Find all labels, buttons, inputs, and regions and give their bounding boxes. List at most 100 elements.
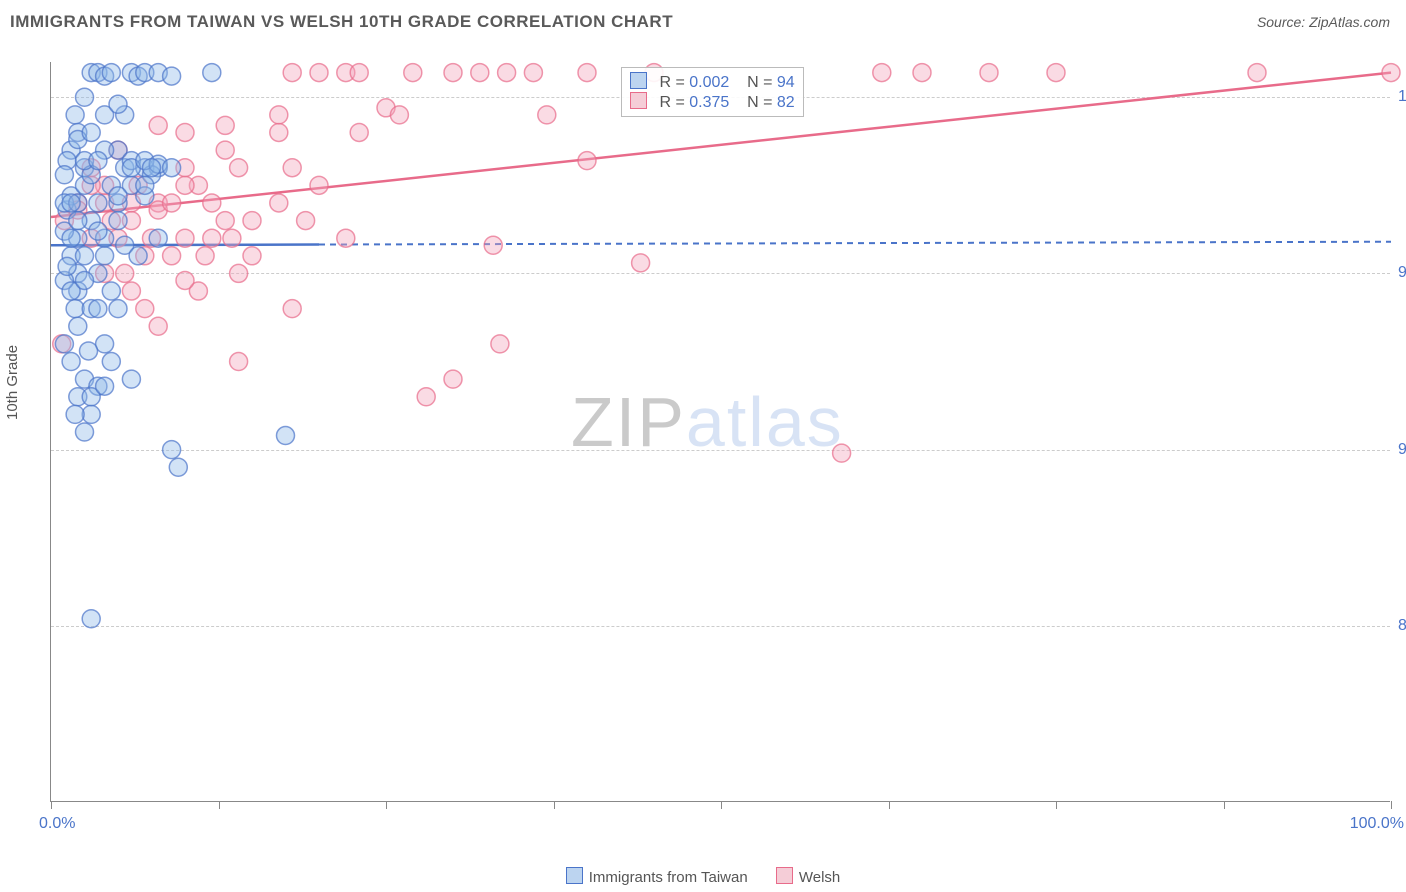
scatter-point (89, 222, 107, 240)
scatter-point (69, 317, 87, 335)
scatter-point (149, 317, 167, 335)
scatter-point (337, 229, 355, 247)
x-tick (1391, 801, 1392, 809)
scatter-point (471, 64, 489, 82)
scatter-point (109, 187, 127, 205)
series-1-n: 82 (777, 94, 795, 111)
scatter-point (66, 405, 84, 423)
stats-row-series-1: R = 0.375 N = 82 (630, 92, 795, 112)
n-label: N = (734, 74, 777, 91)
series-0-swatch (630, 72, 647, 89)
scatter-point (230, 264, 248, 282)
scatter-point (82, 123, 100, 141)
x-tick (51, 801, 52, 809)
scatter-point (216, 212, 234, 230)
x-tick (554, 801, 555, 809)
scatter-point (491, 335, 509, 353)
scatter-point (270, 194, 288, 212)
scatter-point (980, 64, 998, 82)
scatter-point (578, 152, 596, 170)
n-label: N = (734, 94, 777, 111)
scatter-point (297, 212, 315, 230)
scatter-point (96, 247, 114, 265)
scatter-point (176, 176, 194, 194)
scatter-point (149, 116, 167, 134)
scatter-point (163, 247, 181, 265)
scatter-point (89, 300, 107, 318)
scatter-point (283, 64, 301, 82)
x-tick (889, 801, 890, 809)
legend-item-1: Welsh (776, 869, 840, 886)
scatter-point (69, 212, 87, 230)
scatter-point (230, 159, 248, 177)
scatter-point (116, 264, 134, 282)
scatter-point (243, 247, 261, 265)
series-1-r: 0.375 (689, 94, 729, 111)
plot-area: 0.0% 100.0% ZIPatlas R = 0.002 N = 94 R … (50, 62, 1390, 802)
x-tick-min: 0.0% (39, 815, 75, 833)
scatter-point (109, 95, 127, 113)
scatter-point (538, 106, 556, 124)
legend-swatch-0 (566, 867, 583, 884)
scatter-point (270, 123, 288, 141)
series-0-r: 0.002 (689, 74, 729, 91)
scatter-point (277, 427, 295, 445)
y-tick-label: 100.0% (1398, 88, 1406, 106)
scatter-point (243, 212, 261, 230)
scatter-point (102, 64, 120, 82)
r-label: R = (659, 94, 689, 111)
stats-legend-box: R = 0.002 N = 94 R = 0.375 N = 82 (621, 67, 804, 117)
scatter-point (1248, 64, 1266, 82)
scatter-point (578, 64, 596, 82)
scatter-point (102, 282, 120, 300)
scatter-point (102, 353, 120, 371)
scatter-point (58, 257, 76, 275)
scatter-point (122, 282, 140, 300)
source-label: Source: ZipAtlas.com (1257, 14, 1390, 30)
scatter-point (122, 370, 140, 388)
series-1-swatch (630, 92, 647, 109)
scatter-point (109, 300, 127, 318)
scatter-point (136, 176, 154, 194)
stats-row-series-0: R = 0.002 N = 94 (630, 72, 795, 92)
scatter-point (62, 194, 80, 212)
r-label: R = (659, 74, 689, 91)
legend-label-1: Welsh (799, 869, 840, 886)
scatter-point (66, 300, 84, 318)
scatter-point (80, 342, 98, 360)
scatter-point (484, 236, 502, 254)
scatter-point (76, 271, 94, 289)
scatter-point (310, 176, 328, 194)
series-0-n: 94 (777, 74, 795, 91)
scatter-point (632, 254, 650, 272)
scatter-svg (51, 62, 1390, 801)
scatter-point (176, 271, 194, 289)
scatter-point (143, 159, 161, 177)
x-tick-max: 100.0% (1350, 815, 1404, 833)
scatter-point (82, 405, 100, 423)
scatter-point (76, 247, 94, 265)
scatter-point (913, 64, 931, 82)
scatter-point (163, 194, 181, 212)
y-tick-label: 95.0% (1398, 264, 1406, 282)
scatter-point (833, 444, 851, 462)
legend-bottom: Immigrants from Taiwan Welsh (0, 867, 1406, 886)
scatter-point (444, 64, 462, 82)
scatter-point (169, 458, 187, 476)
scatter-point (62, 229, 80, 247)
scatter-point (203, 64, 221, 82)
scatter-point (216, 141, 234, 159)
scatter-point (1382, 64, 1400, 82)
scatter-point (96, 377, 114, 395)
scatter-point (310, 64, 328, 82)
scatter-point (96, 335, 114, 353)
scatter-point (163, 159, 181, 177)
scatter-point (176, 229, 194, 247)
scatter-point (176, 123, 194, 141)
scatter-point (62, 353, 80, 371)
x-tick (219, 801, 220, 809)
x-tick (1056, 801, 1057, 809)
scatter-point (417, 388, 435, 406)
scatter-point (283, 300, 301, 318)
scatter-point (55, 335, 73, 353)
